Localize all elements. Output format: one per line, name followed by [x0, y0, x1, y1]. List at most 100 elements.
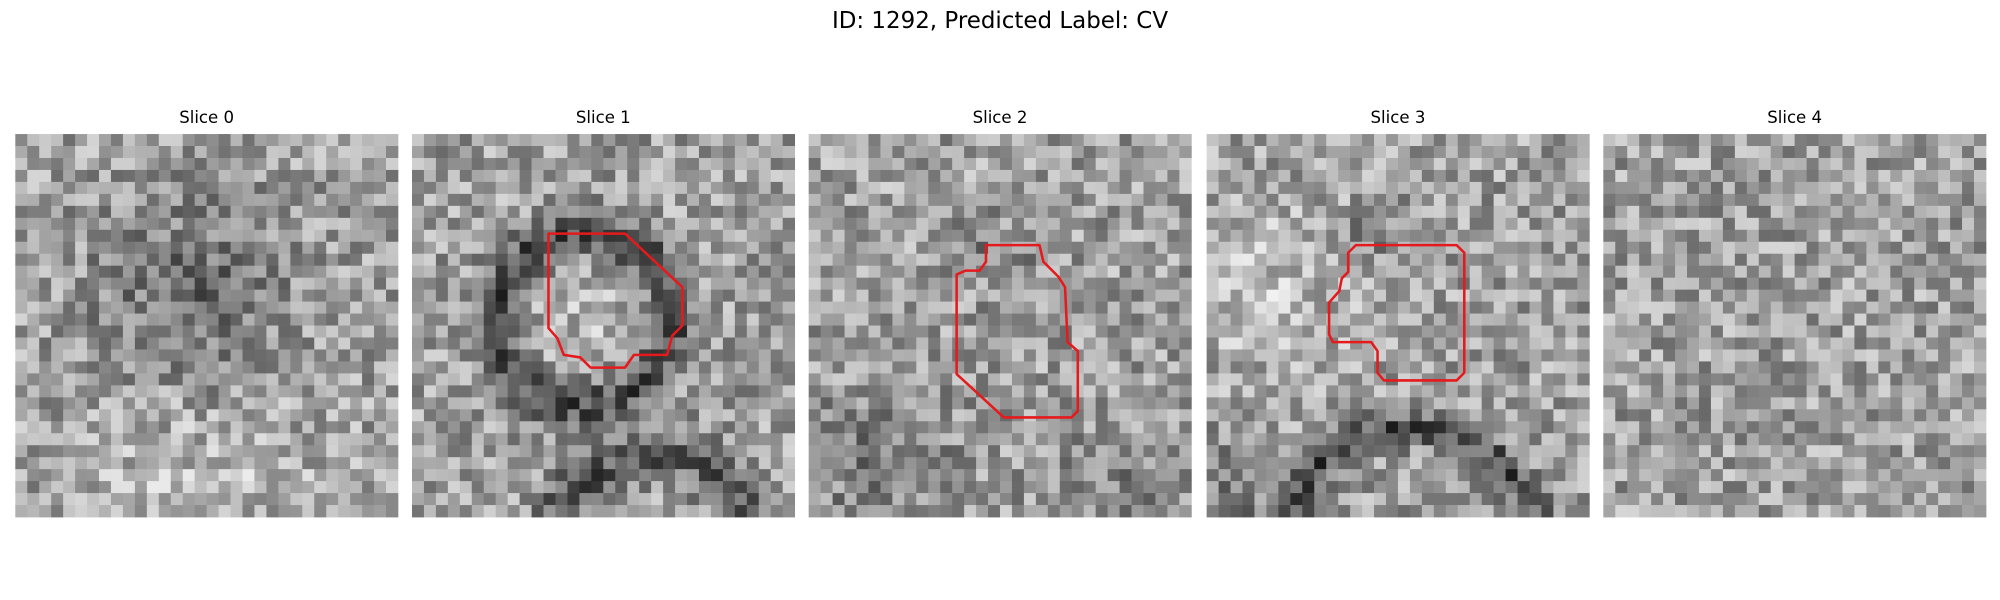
- pixel: [386, 421, 399, 434]
- pixel: [928, 385, 941, 398]
- pixel: [1119, 146, 1132, 159]
- pixel: [170, 445, 184, 458]
- pixel: [710, 397, 724, 410]
- pixel: [651, 337, 664, 350]
- pixel: [206, 205, 219, 219]
- pixel: [734, 433, 748, 446]
- pixel: [1254, 277, 1267, 291]
- pixel: [1230, 325, 1243, 338]
- pixel: [459, 277, 473, 291]
- pixel: [1230, 313, 1243, 326]
- pixel: [1445, 481, 1459, 494]
- pixel: [1143, 361, 1156, 374]
- pixel: [39, 349, 52, 362]
- pixel: [1421, 349, 1435, 362]
- pixel: [940, 229, 953, 243]
- pixel: [1710, 277, 1724, 291]
- pixel: [1830, 301, 1843, 314]
- pixel: [447, 289, 461, 302]
- pixel: [940, 301, 953, 314]
- pixel: [1362, 265, 1375, 279]
- pixel: [302, 421, 315, 434]
- pixel: [916, 217, 929, 231]
- pixel: [1974, 397, 1987, 410]
- pixel: [1627, 265, 1640, 279]
- pixel: [844, 385, 857, 398]
- pixel: [459, 469, 473, 482]
- pixel: [27, 253, 40, 267]
- pixel: [435, 301, 449, 314]
- pixel: [1374, 409, 1387, 422]
- pixel: [170, 469, 184, 482]
- pixel: [495, 469, 509, 482]
- pixel: [218, 229, 231, 243]
- pixel: [447, 433, 461, 446]
- pixel: [1770, 289, 1784, 302]
- pixel: [832, 181, 845, 195]
- pixel: [146, 361, 160, 374]
- pixel: [1565, 217, 1578, 231]
- pixel: [1794, 373, 1807, 386]
- pixel: [627, 325, 640, 338]
- pixel: [1890, 241, 1903, 255]
- pixel: [447, 397, 461, 410]
- pixel: [1326, 337, 1339, 350]
- pixel: [579, 493, 592, 506]
- pixel: [1902, 421, 1915, 434]
- pixel: [435, 409, 449, 422]
- pixel: [1541, 433, 1554, 446]
- pixel: [146, 205, 160, 219]
- pixel: [531, 397, 544, 410]
- pixel: [1421, 481, 1435, 494]
- pixel: [1794, 277, 1807, 291]
- pixel: [435, 337, 449, 350]
- pixel: [15, 385, 28, 398]
- pixel: [567, 217, 580, 231]
- pixel: [1615, 325, 1628, 338]
- pixel: [675, 457, 688, 470]
- pixel: [746, 397, 760, 410]
- pixel: [1938, 409, 1951, 422]
- pixel: [1926, 193, 1939, 207]
- pixel: [1131, 301, 1144, 314]
- pixel: [1218, 469, 1231, 482]
- pixel: [1433, 385, 1447, 398]
- pixel: [495, 205, 509, 219]
- pixel: [350, 397, 363, 410]
- pixel: [1107, 361, 1120, 374]
- pixel: [63, 205, 76, 219]
- pixel: [254, 134, 267, 147]
- pixel: [591, 433, 604, 446]
- pixel: [1529, 361, 1542, 374]
- pixel: [832, 493, 845, 506]
- pixel: [1218, 134, 1231, 147]
- pixel: [603, 169, 616, 183]
- pixel: [916, 505, 929, 518]
- pixel: [278, 337, 291, 350]
- pixel: [326, 457, 339, 470]
- pixel: [543, 409, 556, 422]
- pixel: [832, 205, 845, 219]
- pixel: [928, 337, 941, 350]
- pixel: [1011, 289, 1025, 302]
- pixel: [1878, 349, 1891, 362]
- pixel: [1374, 373, 1387, 386]
- pixel: [868, 325, 881, 338]
- pixel: [1035, 289, 1049, 302]
- pixel: [663, 301, 676, 314]
- pixel: [75, 169, 88, 183]
- pixel: [1663, 433, 1676, 446]
- pixel: [1107, 433, 1120, 446]
- pixel: [1047, 253, 1061, 267]
- pixel: [782, 337, 796, 350]
- pixel: [1445, 433, 1459, 446]
- pixel: [1059, 373, 1073, 386]
- pixel: [1818, 397, 1831, 410]
- pixel: [1553, 157, 1566, 171]
- pixel: [1603, 385, 1616, 398]
- pixel: [1565, 301, 1578, 314]
- pixel: [1974, 433, 1987, 446]
- pixel: [170, 505, 184, 518]
- pixel: [218, 241, 231, 255]
